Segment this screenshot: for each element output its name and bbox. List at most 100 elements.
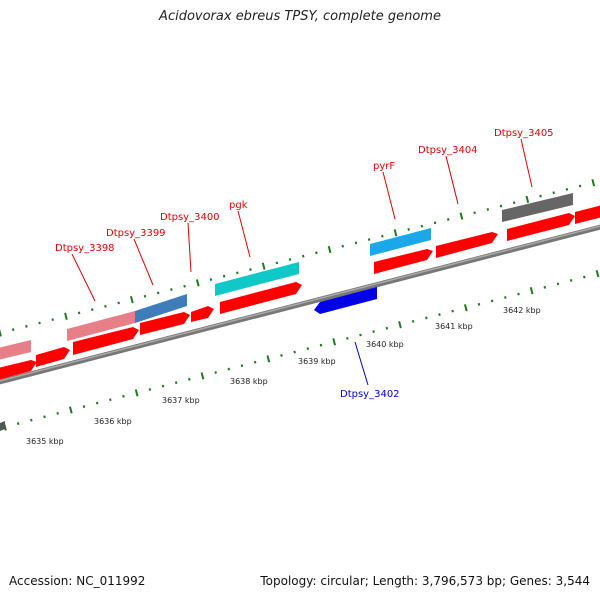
feature-dtpsy-3399-blue[interactable] bbox=[135, 294, 187, 323]
feature-pyrF[interactable] bbox=[370, 228, 431, 256]
feature-dtpsy-3405[interactable] bbox=[502, 193, 573, 222]
label-dtpsy-3398[interactable]: Dtpsy_3398 bbox=[55, 243, 115, 254]
cds-arrow-dtpsy-3405[interactable] bbox=[507, 213, 575, 241]
inner-ruler-minor-tick bbox=[490, 299, 494, 303]
inner-ruler-major-tick bbox=[68, 406, 73, 414]
inner-ruler-minor-tick bbox=[16, 422, 20, 426]
cds-arrow[interactable] bbox=[140, 312, 190, 335]
outer-ruler-minor-tick bbox=[288, 258, 292, 261]
outer-ruler-major-tick bbox=[130, 295, 134, 304]
outer-ruler-minor-tick bbox=[301, 254, 305, 258]
cds-arrow-pgk[interactable] bbox=[220, 282, 302, 314]
feature-fragment[interactable] bbox=[0, 421, 5, 431]
outer-ruler-minor-tick bbox=[354, 241, 358, 245]
inner-ruler-minor-tick bbox=[188, 377, 191, 381]
feature-dim-left[interactable] bbox=[0, 340, 31, 362]
outer-ruler-minor-tick bbox=[249, 268, 252, 271]
outer-ruler-minor-tick bbox=[51, 318, 54, 322]
inner-ruler-minor-tick bbox=[253, 360, 257, 364]
outer-ruler-minor-tick bbox=[275, 261, 279, 265]
inner-ruler-minor-tick bbox=[372, 330, 375, 333]
inner-ruler-major-tick bbox=[595, 270, 600, 278]
inner-ruler-minor-tick bbox=[451, 309, 454, 313]
outer-ruler-major-tick bbox=[195, 279, 200, 287]
outer-ruler-minor-tick bbox=[341, 244, 345, 248]
inner-ruler-minor-tick bbox=[240, 364, 244, 368]
genome-backbone bbox=[0, 224, 600, 385]
outer-ruler-major-tick bbox=[591, 179, 596, 187]
outer-ruler-major-tick bbox=[0, 329, 2, 337]
inner-ruler-major-tick bbox=[529, 287, 534, 295]
inner-ruler-major-tick bbox=[463, 304, 468, 312]
label-dtpsy-3400[interactable]: Dtpsy_3400 bbox=[160, 212, 220, 223]
inner-ruler-minor-tick bbox=[214, 371, 217, 374]
inner-ruler-minor-tick bbox=[95, 401, 99, 405]
label-pyrF[interactable]: pyrF bbox=[373, 161, 395, 172]
outer-ruler-minor-tick bbox=[183, 284, 186, 288]
inner-ruler-minor-tick bbox=[43, 415, 46, 419]
genome-stats: Topology: circular; Length: 3,796,573 bp… bbox=[260, 574, 590, 588]
inner-ruler-minor-tick bbox=[122, 394, 125, 398]
label-dtpsy-3405[interactable]: Dtpsy_3405 bbox=[494, 128, 554, 139]
scale-label-3641: 3641 kbp bbox=[435, 322, 473, 331]
outer-ruler-minor-tick bbox=[104, 304, 107, 308]
inner-ruler-minor-tick bbox=[319, 343, 323, 347]
outer-ruler-minor-tick bbox=[552, 191, 555, 195]
inner-ruler-minor-tick bbox=[517, 292, 520, 296]
outer-ruler-minor-tick bbox=[315, 251, 318, 255]
inner-ruler-minor-tick bbox=[346, 336, 349, 340]
inner-ruler bbox=[3, 270, 600, 431]
label-dtpsy-3399[interactable]: Dtpsy_3399 bbox=[106, 228, 166, 239]
inner-ruler-minor-tick bbox=[148, 388, 152, 391]
outer-ruler-minor-tick bbox=[433, 221, 437, 225]
cds-arrow-right[interactable] bbox=[575, 203, 600, 224]
outer-ruler-minor-tick bbox=[381, 234, 384, 238]
feature-pgk[interactable] bbox=[215, 262, 299, 296]
inner-ruler-minor-tick bbox=[543, 285, 547, 289]
outer-ruler-minor-tick bbox=[156, 291, 160, 295]
scale-label-3638: 3638 kbp bbox=[230, 377, 268, 386]
inner-ruler-major-tick bbox=[266, 355, 271, 363]
inner-ruler-minor-tick bbox=[438, 313, 441, 316]
label-dtpsy-3402[interactable]: Dtpsy_3402 bbox=[340, 389, 400, 400]
inner-ruler-minor-tick bbox=[504, 296, 507, 299]
label-pgk[interactable]: pgk bbox=[229, 200, 248, 211]
feature-dtpsy-3398-dim[interactable] bbox=[67, 311, 135, 341]
cds-arrow[interactable] bbox=[73, 327, 139, 355]
label-callouts bbox=[71, 138, 533, 386]
inner-ruler-minor-tick bbox=[425, 316, 428, 320]
cds-arrow[interactable] bbox=[191, 306, 214, 322]
outer-ruler-minor-tick bbox=[486, 208, 490, 211]
accession-label: Accession: NC_011992 bbox=[9, 574, 146, 588]
feature-dtpsy-3402[interactable] bbox=[314, 287, 377, 314]
outer-ruler-minor-tick bbox=[473, 211, 476, 215]
outer-ruler-minor-tick bbox=[222, 274, 226, 278]
cds-arrow-left[interactable] bbox=[0, 360, 37, 382]
outer-ruler-minor-tick bbox=[512, 201, 516, 205]
outer-ruler-minor-tick bbox=[91, 308, 94, 312]
outer-ruler-minor-tick bbox=[143, 294, 147, 298]
outer-ruler-minor-tick bbox=[367, 238, 371, 241]
label-dtpsy-3404[interactable]: Dtpsy_3404 bbox=[418, 145, 478, 156]
outer-ruler-minor-tick bbox=[11, 328, 15, 332]
map-title: Acidovorax ebreus TPSY, complete genome bbox=[159, 9, 441, 24]
gene-features bbox=[0, 193, 600, 431]
outer-ruler-major-tick bbox=[261, 262, 266, 270]
outer-ruler-minor-tick bbox=[446, 218, 450, 221]
outer-ruler-major-tick bbox=[393, 229, 398, 237]
outer-ruler-minor-tick bbox=[420, 224, 424, 228]
cds-arrow[interactable] bbox=[36, 347, 70, 367]
outer-ruler-minor-tick bbox=[499, 204, 503, 208]
outer-ruler-major-tick bbox=[327, 245, 332, 254]
inner-ruler-minor-tick bbox=[227, 367, 231, 371]
inner-ruler-minor-tick bbox=[306, 347, 310, 351]
cds-arrow-pyrF[interactable] bbox=[374, 249, 433, 274]
inner-ruler-minor-tick bbox=[477, 302, 481, 306]
scale-label-3635: 3635 kbp bbox=[26, 437, 64, 446]
outer-ruler-minor-tick bbox=[236, 271, 239, 275]
inner-ruler-minor-tick bbox=[174, 381, 178, 385]
inner-ruler-minor-tick bbox=[82, 405, 86, 408]
cds-arrow-dtpsy-3404[interactable] bbox=[436, 232, 498, 258]
outer-ruler-minor-tick bbox=[77, 311, 81, 315]
